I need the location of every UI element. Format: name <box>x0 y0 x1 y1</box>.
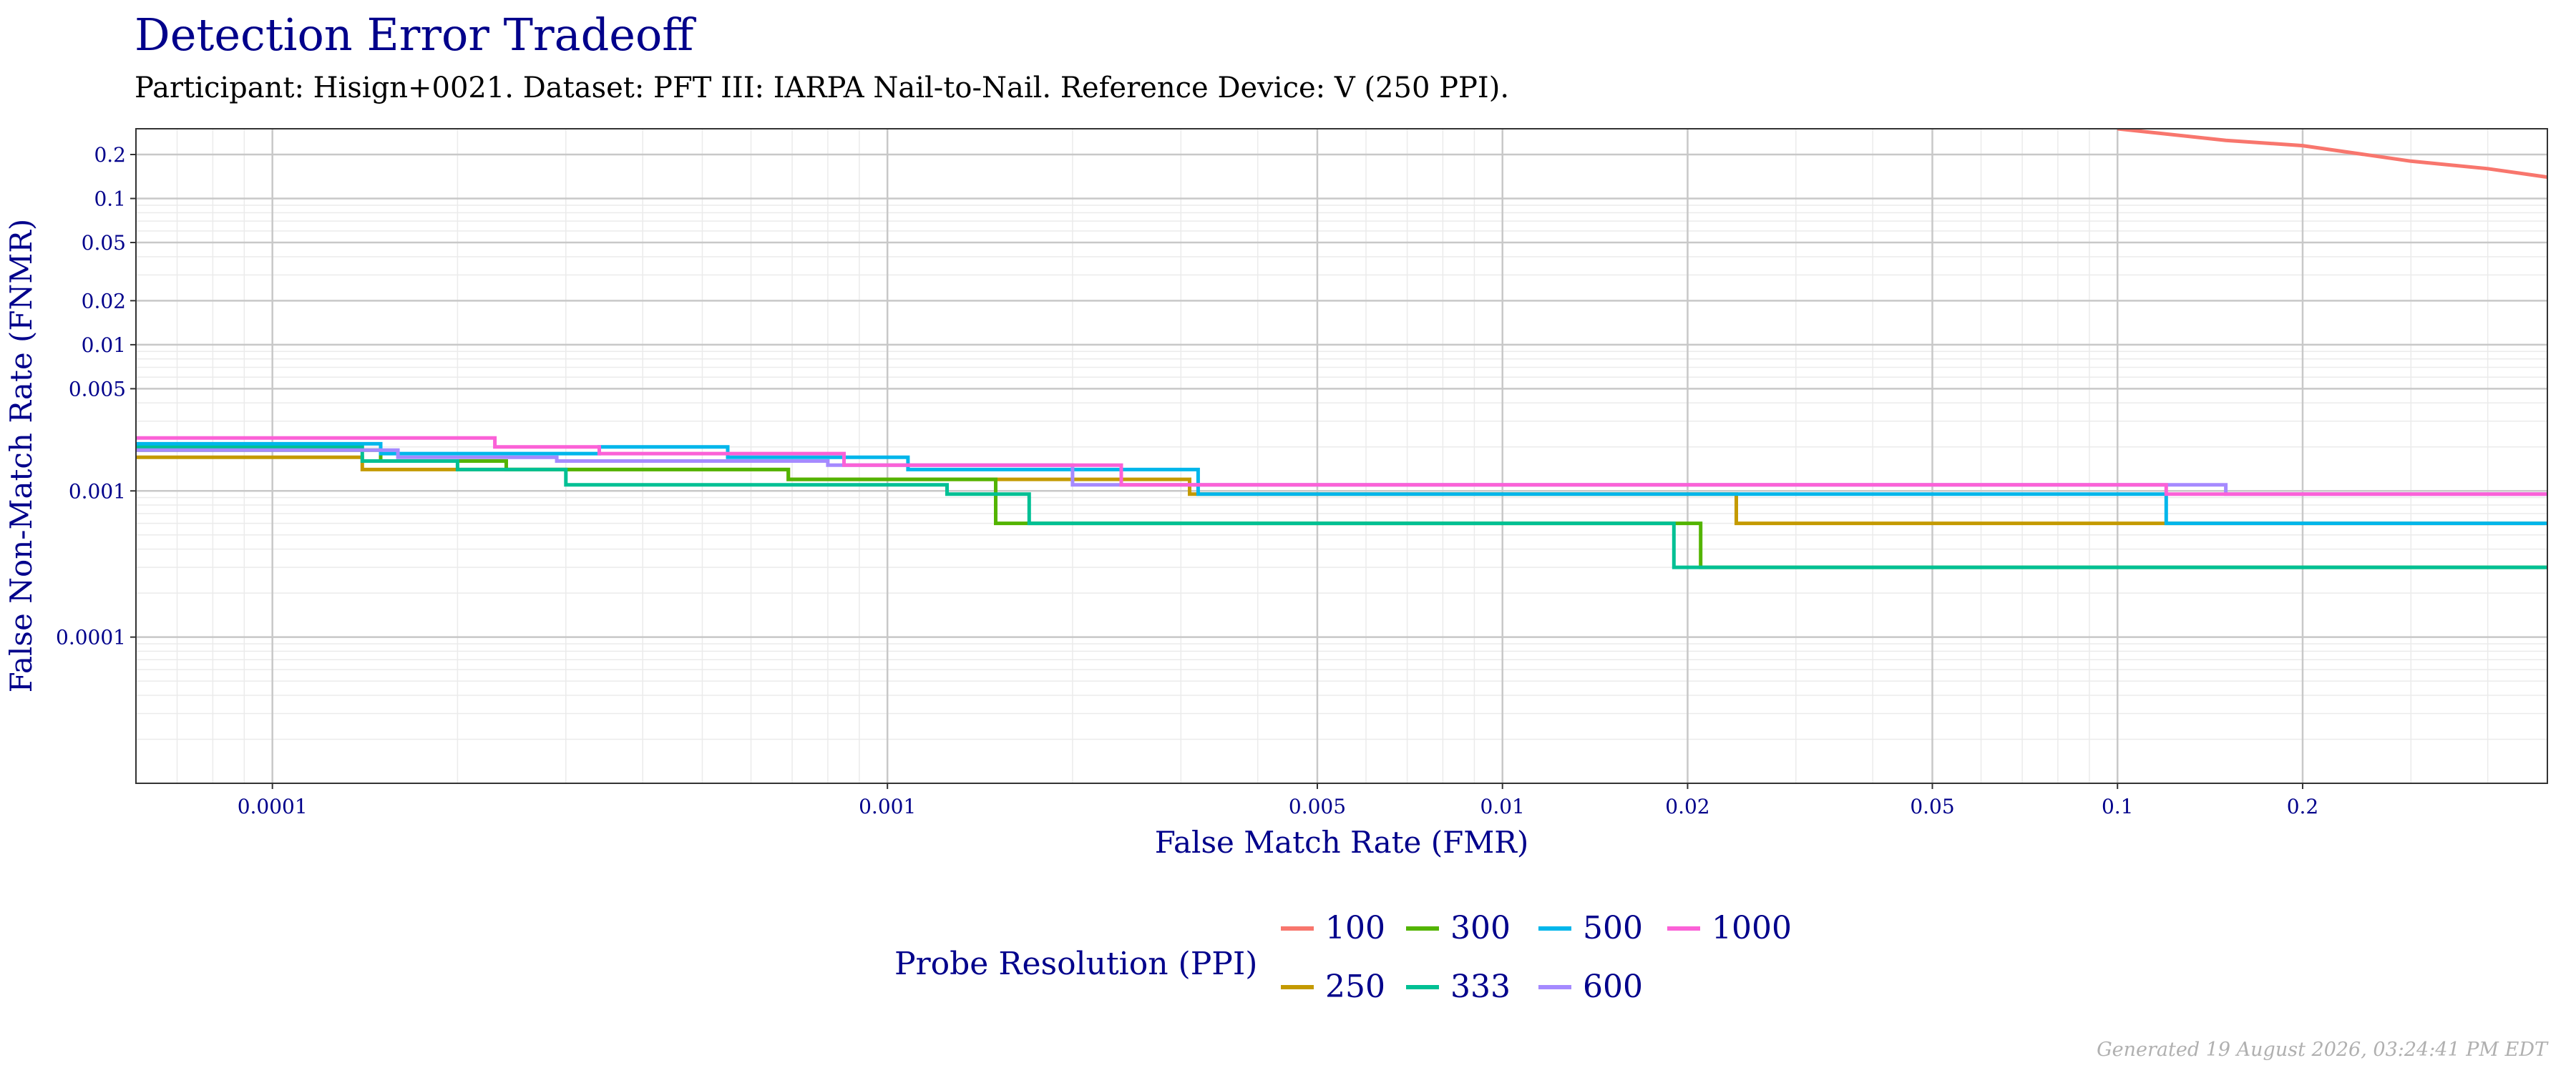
y-tick-label: 0.2 <box>94 143 126 167</box>
x-tick-label: 0.0001 <box>238 795 308 818</box>
series-line-1000 <box>136 436 2547 496</box>
legend-label-100: 100 <box>1325 910 1385 946</box>
legend-label-1000: 1000 <box>1712 910 1792 946</box>
legend: Probe Resolution (PPI) 100 250 300 333 500 60… <box>894 910 1792 1005</box>
series-line-250 <box>136 455 2547 526</box>
series-line-100 <box>2117 129 2547 180</box>
chart-title: Detection Error Tradeoff <box>135 9 694 61</box>
series-lines <box>136 129 2547 569</box>
legend-label-500: 500 <box>1583 910 1643 946</box>
legend-label-333: 333 <box>1450 969 1511 1005</box>
x-tick-label: 0.05 <box>1910 795 1954 818</box>
legend-label-600: 600 <box>1583 969 1643 1005</box>
series-line-333 <box>136 445 2547 569</box>
y-tick-label: 0.1 <box>94 187 126 211</box>
y-axis-title: False Non-Match Rate (FNMR) <box>4 219 39 693</box>
y-tick-label: 0.001 <box>69 479 126 503</box>
y-tick-label: 0.05 <box>82 231 126 255</box>
y-tick-label: 0.005 <box>69 377 126 401</box>
legend-label-300: 300 <box>1450 910 1511 946</box>
series-line-500 <box>136 441 2547 526</box>
axis-ticks: 0.0001 0.001 0.005 0.01 0.02 0.05 0.1 0.2 0.0001… <box>56 143 2318 818</box>
generated-timestamp: Generated 19 August 2026, 03:24:41 PM ED… <box>2097 1039 2547 1061</box>
chart-subtitle: Participant: Hisign+0021. Dataset: PFT I… <box>135 72 1510 104</box>
x-tick-label: 0.005 <box>1289 795 1346 818</box>
x-tick-label: 0.1 <box>2102 795 2134 818</box>
plot-border <box>135 128 2548 784</box>
x-tick-label: 0.01 <box>1480 795 1525 818</box>
x-tick-label: 0.02 <box>1665 795 1709 818</box>
series-line-300 <box>136 448 2547 569</box>
major-gridlines <box>136 129 2547 783</box>
legend-label-250: 250 <box>1325 969 1385 1005</box>
y-tick-label: 0.01 <box>82 333 126 357</box>
y-tick-label: 0.0001 <box>56 626 126 650</box>
x-tick-label: 0.2 <box>2287 795 2319 818</box>
x-axis-title: False Match Rate (FMR) <box>1155 825 1529 860</box>
x-tick-label: 0.001 <box>859 795 916 818</box>
legend-title: Probe Resolution (PPI) <box>894 946 1257 982</box>
series-line-600 <box>136 448 2547 496</box>
y-tick-label: 0.02 <box>82 289 126 313</box>
